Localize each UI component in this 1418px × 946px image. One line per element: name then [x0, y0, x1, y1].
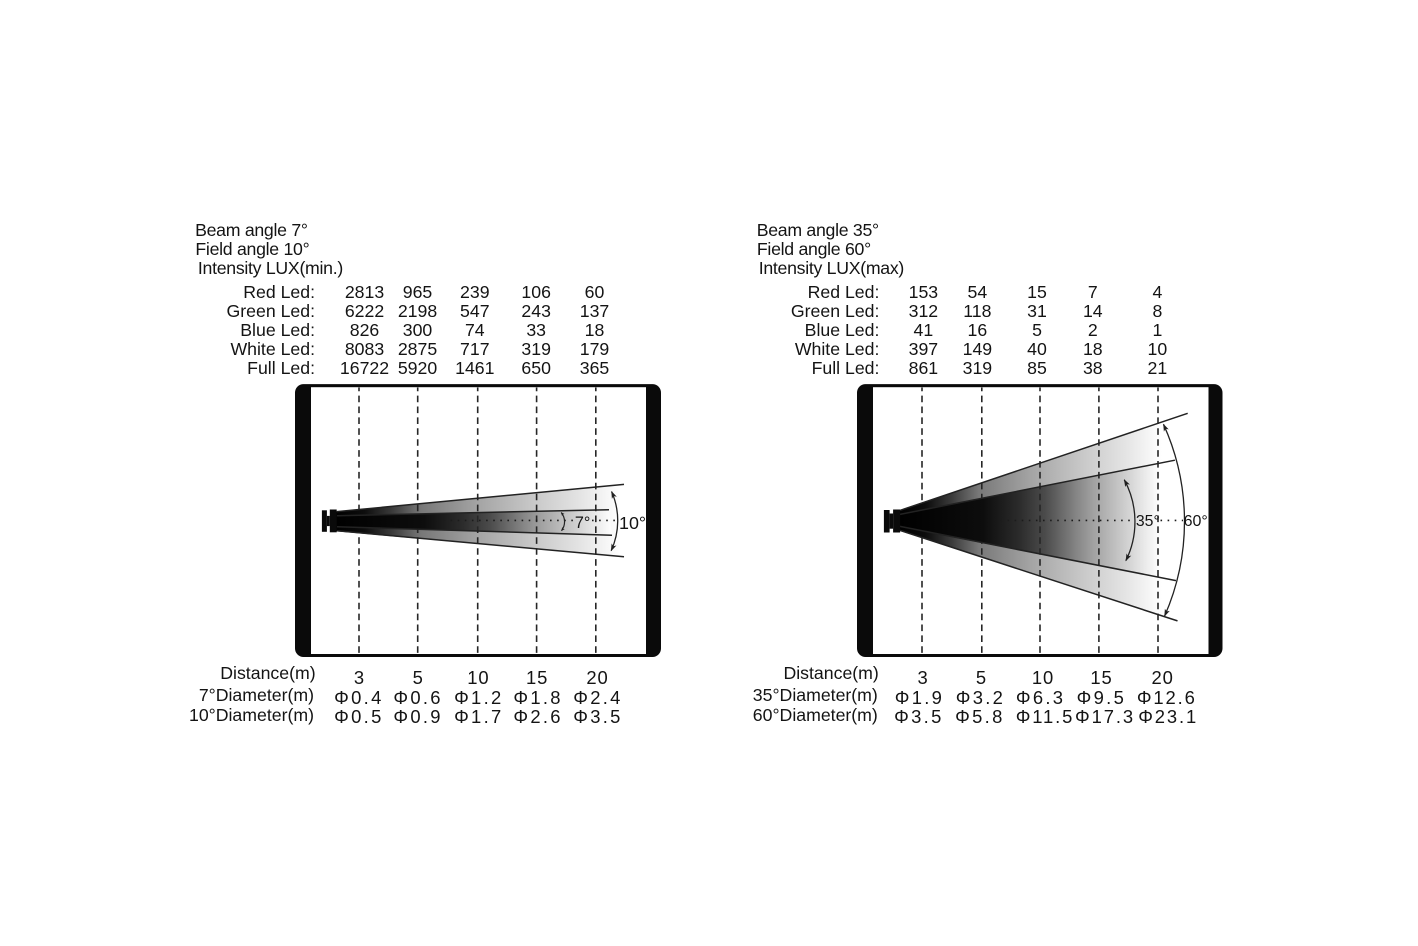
svg-text:10°: 10° — [619, 513, 646, 533]
svg-text:60°: 60° — [1184, 513, 1208, 530]
svg-text:7°: 7° — [575, 514, 590, 532]
svg-text:35°: 35° — [1136, 513, 1160, 530]
